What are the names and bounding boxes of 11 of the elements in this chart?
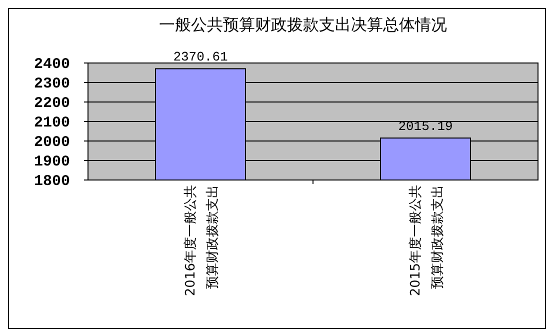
x-tick-label: 2015年度一般公共预算财政拨款支出 (408, 185, 446, 296)
y-tick-label: 2000 (34, 134, 70, 151)
y-tick-label: 2200 (34, 95, 70, 112)
y-tick-label: 2400 (34, 56, 70, 73)
y-tick-label: 1800 (34, 173, 70, 190)
data-label: 2370.61 (173, 50, 228, 65)
chart-title: 一般公共预算财政拨款支出决算总体情况 (159, 15, 447, 34)
y-tick-label: 2100 (34, 114, 70, 132)
y-tick-label: 1900 (34, 154, 70, 170)
x-tick-label: 2016年度一般公共预算财政拨款支出 (182, 185, 220, 296)
y-tick-label: 2300 (34, 76, 70, 92)
